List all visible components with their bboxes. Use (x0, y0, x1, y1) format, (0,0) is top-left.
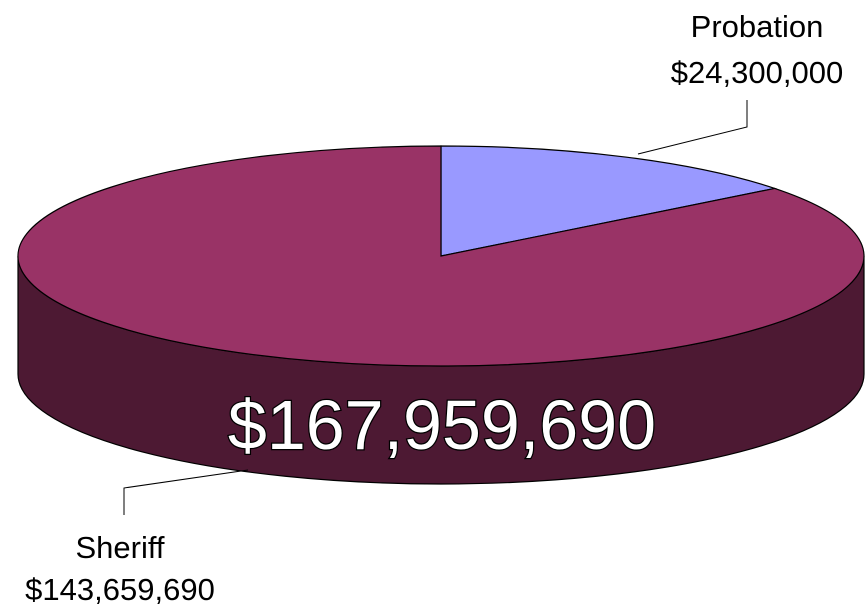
probation-value-label: $24,300,000 (671, 55, 843, 90)
probation-name-label: Probation (691, 9, 824, 44)
total-amount-label: $167,959,690 (228, 386, 656, 464)
leader-lines (123, 100, 748, 515)
pie-slice-probation (440, 145, 778, 257)
sheriff-leader-line (123, 469, 249, 515)
pie-slice-sheriff (17, 145, 865, 367)
probation-leader-line (637, 100, 748, 155)
sheriff-name-label: Sheriff (75, 530, 164, 565)
pie-top (17, 145, 865, 367)
sheriff-value-label: $143,659,690 (25, 572, 215, 607)
